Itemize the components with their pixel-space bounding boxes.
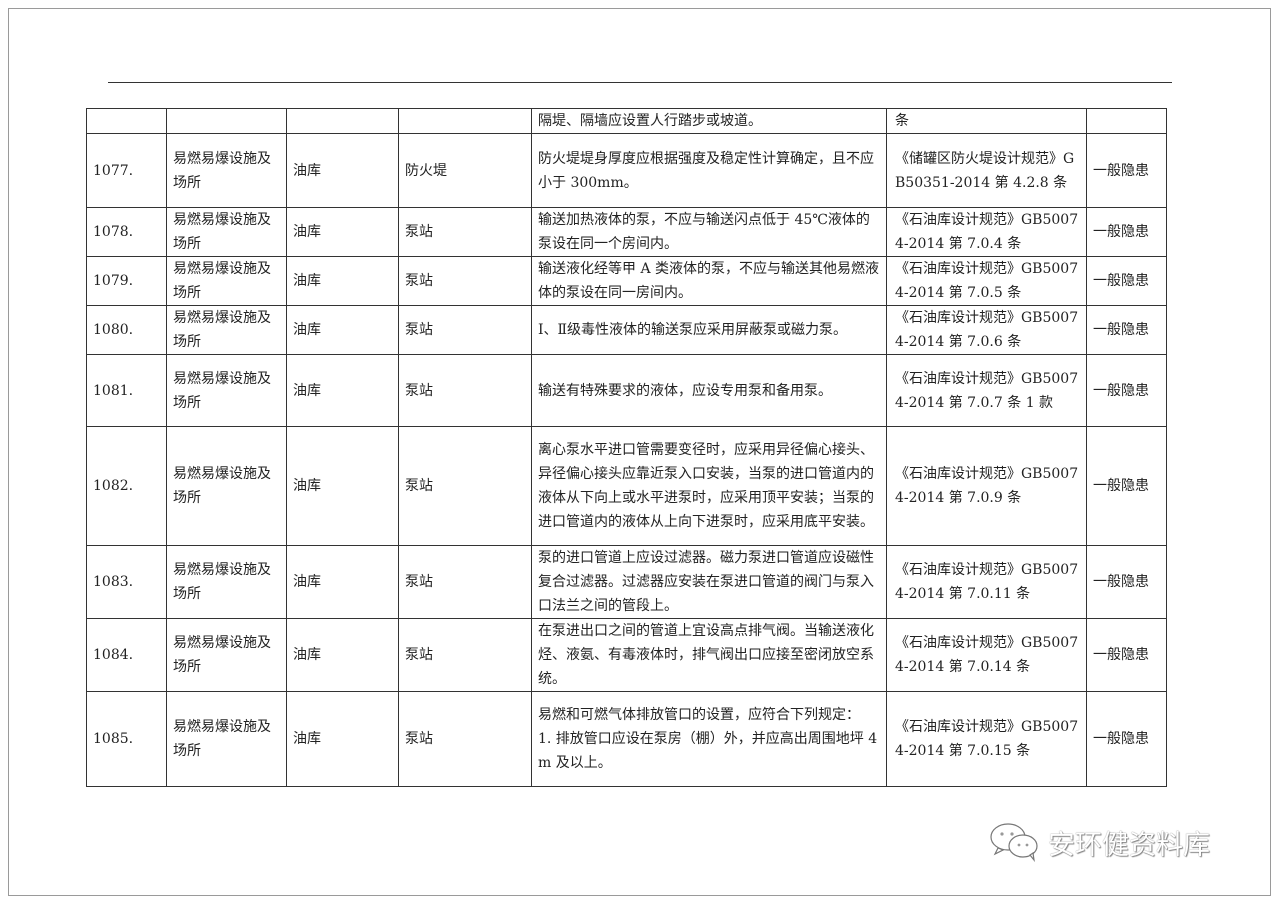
cell-place: 油库 bbox=[286, 207, 399, 257]
cell-content: 输送液化经等甲 A 类液体的泵，不应与输送其他易燃液体的泵设在同一房间内。 bbox=[531, 256, 887, 306]
cell-place: 油库 bbox=[286, 305, 399, 355]
cell-content: Ⅰ、Ⅱ级毒性液体的输送泵应采用屏蔽泵或磁力泵。 bbox=[531, 305, 887, 355]
cell-content: 输送加热液体的泵，不应与输送闪点低于 45℃液体的泵设在同一个房间内。 bbox=[531, 207, 887, 257]
cell-no: 1085. bbox=[86, 691, 167, 787]
cell-standard: 《石油库设计规范》GB50074-2014 第 7.0.11 条 bbox=[886, 545, 1087, 619]
table-row: 隔堤、隔墙应设置人行踏步或坡道。条 bbox=[86, 108, 1167, 134]
cell-level: 一般隐患 bbox=[1086, 354, 1167, 427]
cell-item: 泵站 bbox=[398, 618, 532, 692]
wechat-icon bbox=[990, 823, 1038, 862]
cell-category: 易燃易爆设施及场所 bbox=[166, 305, 287, 355]
header-rule bbox=[108, 82, 1172, 83]
cell-place: 油库 bbox=[286, 256, 399, 306]
cell-no: 1083. bbox=[86, 545, 167, 619]
cell-item: 防火堤 bbox=[398, 133, 532, 208]
cell-category: 易燃易爆设施及场所 bbox=[166, 691, 287, 787]
cell-category: 易燃易爆设施及场所 bbox=[166, 426, 287, 546]
cell-category: 易燃易爆设施及场所 bbox=[166, 545, 287, 619]
cell-level: 一般隐患 bbox=[1086, 691, 1167, 787]
cell-level: 一般隐患 bbox=[1086, 133, 1167, 208]
cell-content: 泵的进口管道上应设过滤器。磁力泵进口管道应设磁性复合过滤器。过滤器应安装在泵进口… bbox=[531, 545, 887, 619]
cell-level: 一般隐患 bbox=[1086, 256, 1167, 306]
cell-item: 泵站 bbox=[398, 305, 532, 355]
cell-category bbox=[166, 108, 287, 134]
cell-place: 油库 bbox=[286, 133, 399, 208]
table-row: 1080. 易燃易爆设施及场所 油库 泵站 Ⅰ、Ⅱ级毒性液体的输送泵应采用屏蔽泵或磁力泵… bbox=[86, 305, 1167, 355]
cell-place: 油库 bbox=[286, 426, 399, 546]
cell-place: 油库 bbox=[286, 691, 399, 787]
table-row: 1078. 易燃易爆设施及场所 油库 泵站 输送加热液体的泵，不应与输送闪点低于 45℃… bbox=[86, 207, 1167, 257]
cell-place: 油库 bbox=[286, 354, 399, 427]
cell-content: 在泵进出口之间的管道上宜设高点排气阀。当输送液化烃、液氨、有毒液体时，排气阀出口… bbox=[531, 618, 887, 692]
watermark: 安环健资料库 bbox=[988, 822, 1210, 862]
table-row: 1082. 易燃易爆设施及场所 油库 泵站 离心泵水平进口管需要变径时，应采用异径偏心接… bbox=[86, 426, 1167, 546]
cell-standard: 《石油库设计规范》GB50074-2014 第 7.0.9 条 bbox=[886, 426, 1087, 546]
cell-standard: 《石油库设计规范》GB50074-2014 第 7.0.6 条 bbox=[886, 305, 1087, 355]
cell-level: 一般隐患 bbox=[1086, 618, 1167, 692]
cell-category: 易燃易爆设施及场所 bbox=[166, 354, 287, 427]
cell-standard: 《石油库设计规范》GB50074-2014 第 7.0.5 条 bbox=[886, 256, 1087, 306]
cell-standard: 《石油库设计规范》GB50074-2014 第 7.0.4 条 bbox=[886, 207, 1087, 257]
cell-standard: 《石油库设计规范》GB50074-2014 第 7.0.7 条 1 款 bbox=[886, 354, 1087, 427]
cell-level: 一般隐患 bbox=[1086, 207, 1167, 257]
cell-no: 1080. bbox=[86, 305, 167, 355]
cell-standard: 《石油库设计规范》GB50074-2014 第 7.0.14 条 bbox=[886, 618, 1087, 692]
cell-no: 1079. bbox=[86, 256, 167, 306]
table-row: 1079. 易燃易爆设施及场所 油库 泵站 输送液化经等甲 A 类液体的泵，不应与输送其… bbox=[86, 256, 1167, 306]
cell-content: 离心泵水平进口管需要变径时，应采用异径偏心接头、异径偏心接头应靠近泵入口安装，当… bbox=[531, 426, 887, 546]
cell-standard: 条 bbox=[886, 108, 1087, 134]
hazard-table: 隔堤、隔墙应设置人行踏步或坡道。条 1077. 易燃易爆设施及场所 油库 防火堤 防火堤堤… bbox=[86, 108, 1167, 787]
cell-content: 易燃和可燃气体排放管口的设置，应符合下列规定： 1. 排放管口应设在泵房（棚）外… bbox=[531, 691, 887, 787]
cell-level: 一般隐患 bbox=[1086, 545, 1167, 619]
cell-category: 易燃易爆设施及场所 bbox=[166, 207, 287, 257]
cell-category: 易燃易爆设施及场所 bbox=[166, 618, 287, 692]
cell-item: 泵站 bbox=[398, 354, 532, 427]
cell-category: 易燃易爆设施及场所 bbox=[166, 133, 287, 208]
cell-place: 油库 bbox=[286, 545, 399, 619]
cell-place bbox=[286, 108, 399, 134]
cell-level: 一般隐患 bbox=[1086, 426, 1167, 546]
cell-level: 一般隐患 bbox=[1086, 305, 1167, 355]
cell-no bbox=[86, 108, 167, 134]
cell-content: 隔堤、隔墙应设置人行踏步或坡道。 bbox=[531, 108, 887, 134]
cell-standard: 《石油库设计规范》GB50074-2014 第 7.0.15 条 bbox=[886, 691, 1087, 787]
table-row: 1085. 易燃易爆设施及场所 油库 泵站 易燃和可燃气体排放管口的设置，应符合下列规定… bbox=[86, 691, 1167, 787]
watermark-text: 安环健资料库 bbox=[1048, 829, 1210, 861]
cell-item bbox=[398, 108, 532, 134]
table-row: 1077. 易燃易爆设施及场所 油库 防火堤 防火堤堤身厚度应根据强度及稳定性计算确定，… bbox=[86, 133, 1167, 208]
cell-no: 1081. bbox=[86, 354, 167, 427]
cell-item: 泵站 bbox=[398, 426, 532, 546]
cell-no: 1077. bbox=[86, 133, 167, 208]
cell-no: 1084. bbox=[86, 618, 167, 692]
cell-place: 油库 bbox=[286, 618, 399, 692]
cell-item: 泵站 bbox=[398, 545, 532, 619]
cell-content: 输送有特殊要求的液体，应设专用泵和备用泵。 bbox=[531, 354, 887, 427]
table-row: 1084. 易燃易爆设施及场所 油库 泵站 在泵进出口之间的管道上宜设高点排气阀。当输送… bbox=[86, 618, 1167, 692]
table-row: 1081. 易燃易爆设施及场所 油库 泵站 输送有特殊要求的液体，应设专用泵和备用泵。《… bbox=[86, 354, 1167, 427]
cell-item: 泵站 bbox=[398, 256, 532, 306]
cell-content: 防火堤堤身厚度应根据强度及稳定性计算确定，且不应小于 300mm。 bbox=[531, 133, 887, 208]
cell-standard: 《储罐区防火堤设计规范》GB50351-2014 第 4.2.8 条 bbox=[886, 133, 1087, 208]
cell-item: 泵站 bbox=[398, 691, 532, 787]
page-frame bbox=[8, 8, 1271, 896]
cell-no: 1078. bbox=[86, 207, 167, 257]
cell-item: 泵站 bbox=[398, 207, 532, 257]
cell-category: 易燃易爆设施及场所 bbox=[166, 256, 287, 306]
cell-level bbox=[1086, 108, 1167, 134]
cell-no: 1082. bbox=[86, 426, 167, 546]
table-row: 1083. 易燃易爆设施及场所 油库 泵站 泵的进口管道上应设过滤器。磁力泵进口管道应设… bbox=[86, 545, 1167, 619]
